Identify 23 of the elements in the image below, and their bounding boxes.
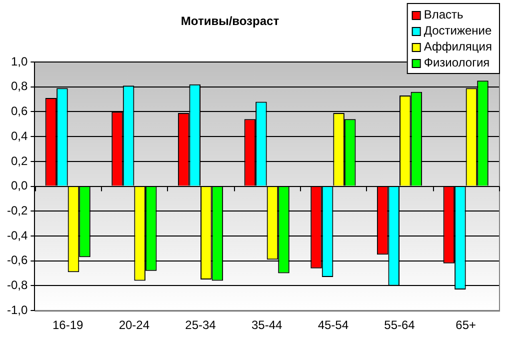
y-tick-label: 0,0	[10, 178, 28, 193]
y-tick-label: -0,8	[6, 278, 28, 292]
x-tick-label: 55-64	[384, 318, 416, 332]
legend-label: Физиология	[424, 55, 490, 70]
x-tick-label: 35-44	[251, 318, 283, 332]
legend-label: Достижение	[424, 23, 492, 38]
y-tick-label: 0,2	[10, 154, 28, 168]
y-tick-label: 0,4	[10, 128, 28, 143]
y-tick-label: -0,6	[6, 253, 28, 268]
x-tick-label: 65+	[456, 318, 476, 332]
legend-label: Аффиляция	[424, 39, 492, 54]
y-tick-label: 1,0	[10, 54, 28, 68]
x-tick-label: 25-34	[185, 318, 216, 332]
y-tick-label: -1,0	[6, 302, 28, 317]
y-tick-label: 0,8	[10, 79, 28, 94]
legend-label: Власть	[424, 7, 464, 22]
x-tick-label: 20-24	[118, 318, 150, 332]
y-tick-label: -0,4	[6, 228, 28, 242]
y-tick-label: 0,6	[10, 104, 28, 118]
chart-title: Мотивы/возраст	[180, 14, 280, 28]
x-tick-label: 45-54	[318, 318, 349, 332]
x-tick-label: 16-19	[52, 318, 84, 332]
y-tick-label: -0,2	[6, 203, 28, 218]
